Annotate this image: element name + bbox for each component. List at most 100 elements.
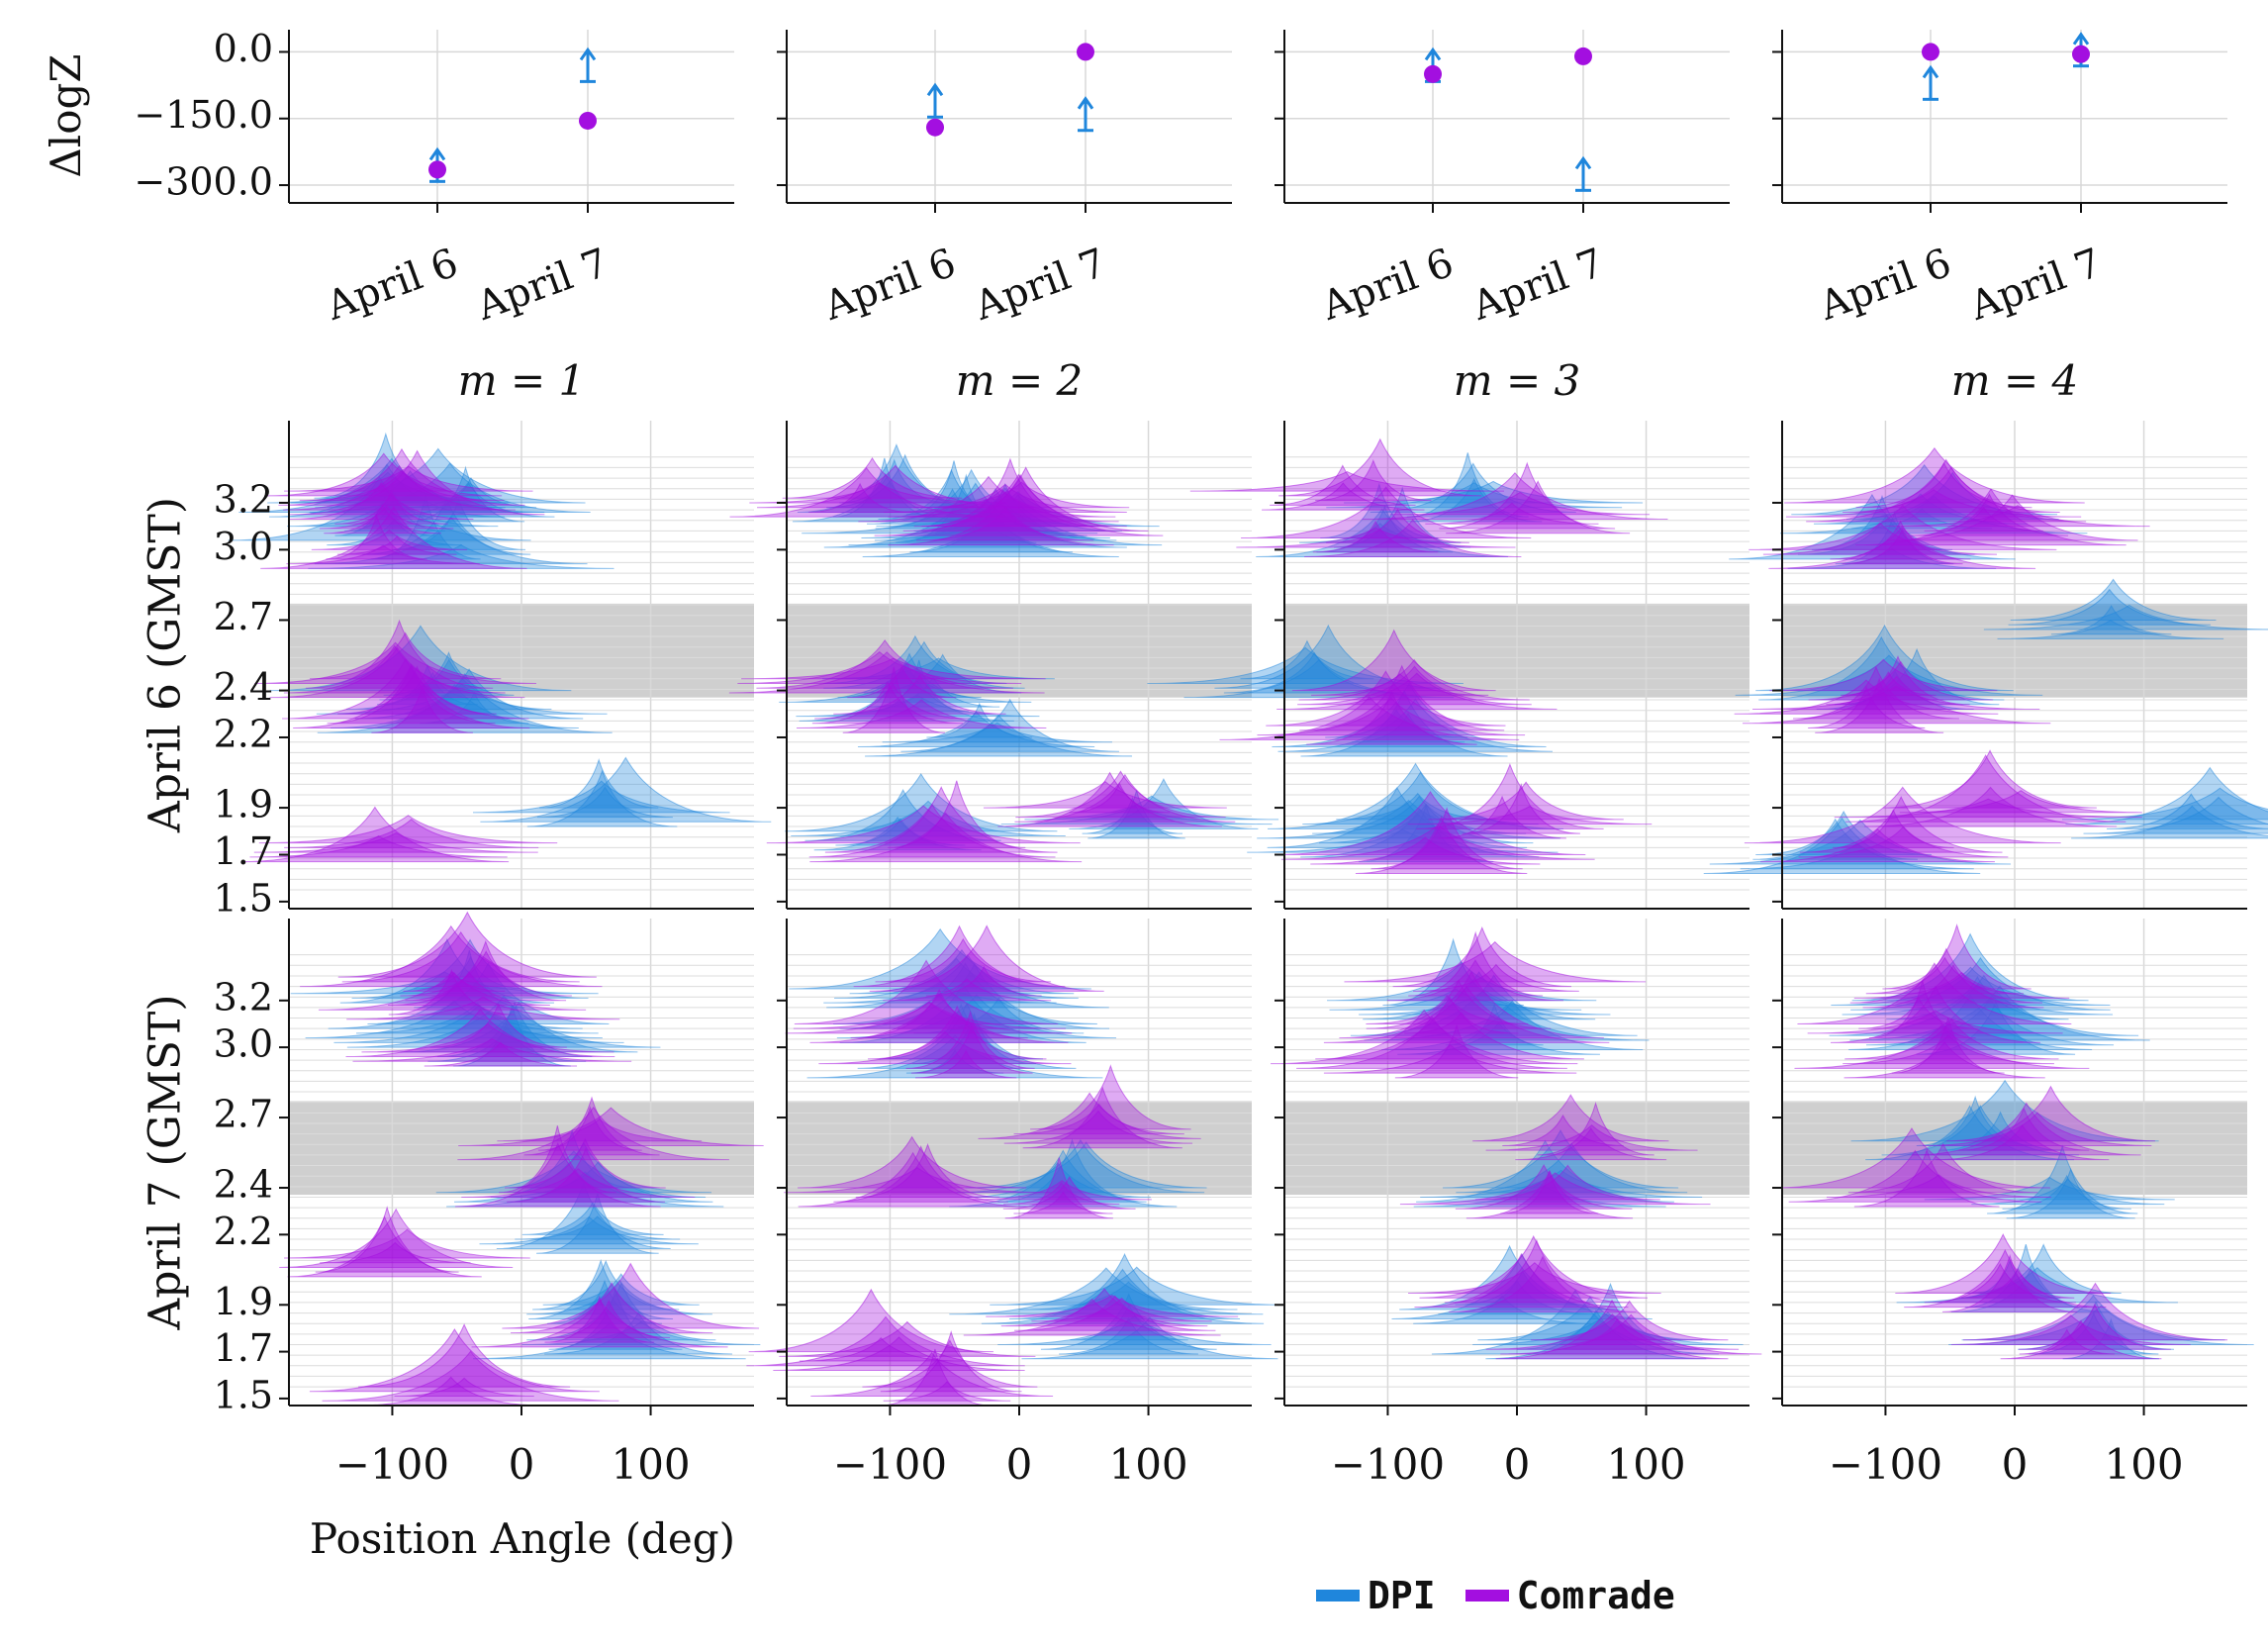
comrade-ridge [793,1001,1066,1029]
dlogz-panel-2 [777,30,1232,213]
y-tick-label: 1.5 [214,1373,273,1416]
comrade-ridge [883,1381,1011,1402]
comrade-ridge [1797,962,2072,1024]
comrade-ridge [1904,1248,2107,1309]
comrade-ridge [808,804,1056,858]
dpi-ridge [823,983,1057,1004]
comrade-ridge [1962,1282,2228,1341]
y-tick-label: 1.5 [214,876,273,920]
dpi-ridge [1729,493,2016,560]
comrade-ridge [824,786,1058,853]
dpi-ridge [1472,1311,1744,1345]
comrade-ridge [337,911,597,978]
comrade-ridge [1794,1023,2090,1069]
x-tick-label: April 7 [1465,241,1610,331]
dpi-ridge [317,672,613,733]
comrade-ridge [818,1030,1072,1065]
x-tick-label: 0 [2002,1440,2029,1489]
comrade-ridge [997,771,1222,827]
comrade-point [579,111,597,130]
comrade-ridge [1315,458,1432,502]
dpi-ridge [2002,1174,2131,1210]
comrade-ridge [983,780,1227,809]
dpi-ridge [779,667,1032,703]
dpi-ridge [1850,956,2111,1011]
comrade-ridge [1924,506,2043,532]
dpi-ridge [804,788,1001,841]
comrade-ridge [1485,1313,1740,1350]
comrade-ridge [1236,527,1516,548]
dpi-ridge [1359,989,1611,1016]
ridge-panel-2-4 [1772,919,2254,1415]
dpi-ridge [392,497,526,550]
comrade-ridge [341,930,580,983]
dpi-ridge [1256,508,1509,557]
dpi-ridge [981,1268,1265,1324]
dpi-ridge [2010,578,2217,621]
comrade-ridge [1784,446,2085,504]
dpi-ridge [1964,1244,2087,1309]
dpi-bound-arrow [428,146,446,161]
comrade-ridge [794,959,1059,1024]
dpi-ridge [1958,1259,2061,1299]
dpi-ridge [309,462,591,513]
comrade-ridge [1808,685,1926,728]
comrade-ridge [809,812,1083,863]
dpi-ridge [2083,796,2268,834]
x-tick-label: −100 [335,1440,449,1489]
comrade-ridge [1815,677,1944,733]
x-tick-label: April 6 [1813,241,1957,331]
comrade-ridge [388,970,550,1007]
dpi-ridge [536,1193,659,1254]
comrade-ridge [405,939,567,1002]
comrade-ridge [773,1336,1025,1372]
comrade-ridge [2000,1319,2162,1360]
dpi-ridge [1420,1169,1703,1198]
comrade-ridge [1439,461,1616,530]
comrade-ridge [1257,697,1526,736]
comrade-ridge [842,666,945,733]
x-tick-label: −100 [833,1440,947,1489]
comrade-ridge [260,505,527,569]
dpi-ridge [1040,1293,1217,1350]
dpi-ridge [526,1282,716,1341]
row-label: April 6 (GMST) [141,497,191,833]
dpi-ridge [1755,624,2014,692]
comrade-ridge [1014,773,1236,823]
comrade-ridge [814,682,971,720]
comrade-ridge [457,1106,729,1161]
comrade-ridge [345,1008,615,1058]
comrade-ridge [833,1145,1008,1203]
comrade-point [1922,43,1939,61]
comrade-ridge [916,508,1094,541]
comrade-ridge [282,657,529,720]
x-tick-label: April 7 [1963,241,2108,331]
comrade-ridge [284,819,539,848]
comrade-ridge [925,965,1042,997]
dpi-ridge [308,543,614,569]
comrade-ridge [403,971,506,992]
comrade-ridge [429,1003,567,1048]
dpi-ridge [536,786,673,819]
x-tick-label: 100 [2104,1440,2183,1489]
comrade-ridge [258,815,558,844]
dpi-ridge [1703,817,1981,874]
comrade-ridge [798,1135,1027,1189]
comrade-ridge [737,651,1022,684]
dpi-ridge [2061,787,2268,821]
y-tick-label: −300.0 [134,160,273,204]
comrade-ridge [1798,825,2009,858]
comrade-ridge [1936,1123,2110,1161]
comrade-ridge [1826,1174,2051,1198]
dpi-ridge [1983,604,2268,631]
dpi-ridge [480,756,772,823]
comrade-ridge [902,466,1149,532]
dpi-ridge [1021,1316,1278,1360]
x-tick-label: 0 [1006,1440,1033,1489]
comrade-ridge [1425,502,1599,525]
dpi-ridge [1965,1243,2122,1294]
comrade-ridge [293,663,530,728]
comrade-ridge [785,1001,1073,1034]
dpi-ridge [473,1321,746,1360]
